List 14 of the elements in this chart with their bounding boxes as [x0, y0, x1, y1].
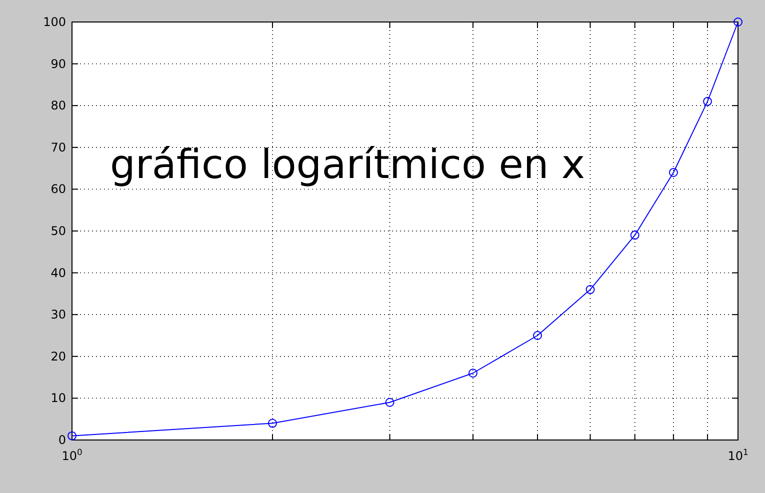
y-tick-label: 80	[50, 98, 66, 113]
x-tick-label: 10$^{0}$	[62, 447, 82, 463]
y-tick-label: 30	[50, 308, 66, 322]
y-tick-label: 0	[58, 433, 66, 447]
x-tick-label: 10$^{1}$	[728, 447, 748, 463]
y-tick-label: 40	[50, 266, 66, 280]
y-tick-label: 50	[50, 224, 66, 238]
y-tick-label: 100	[43, 15, 66, 29]
y-tick-label: 60	[50, 182, 66, 196]
y-tick-label: 10	[50, 391, 66, 406]
y-tick-label: 20	[50, 349, 66, 364]
y-tick-label: 90	[50, 56, 66, 71]
annotation: gráfico logarítmico en x	[110, 142, 586, 188]
y-tick-label: 70	[50, 140, 66, 154]
